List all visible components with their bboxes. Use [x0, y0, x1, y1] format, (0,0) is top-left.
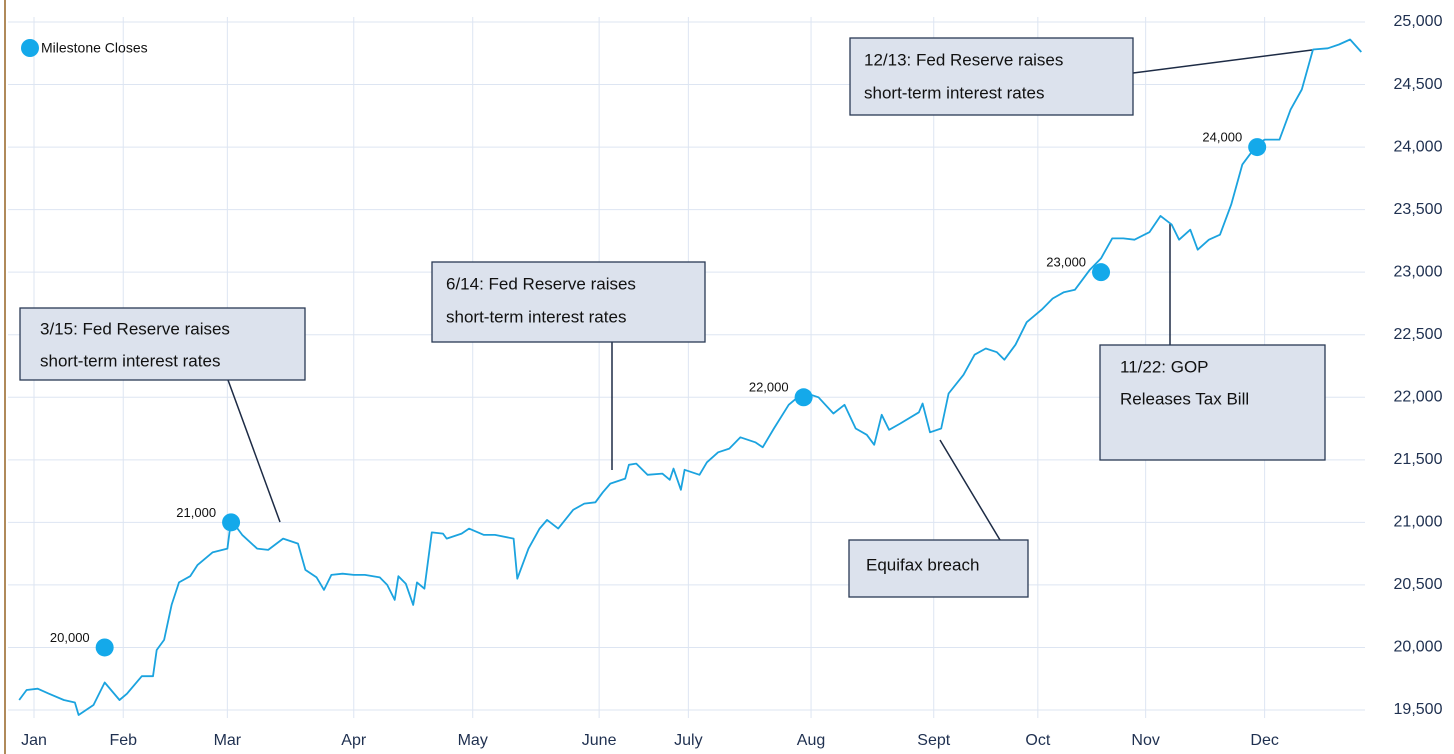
- legend-marker: [21, 39, 39, 57]
- annotation-text: Equifax breach: [866, 555, 979, 574]
- x-tick-label: June: [582, 732, 617, 749]
- milestone-point: [1248, 138, 1267, 157]
- annotation-box: [1099, 344, 1326, 461]
- x-tick-label: Oct: [1025, 732, 1050, 749]
- milestone-label: 22,000: [749, 380, 789, 395]
- annotation-text: short-term interest rates: [864, 83, 1044, 102]
- y-tick-label: 19,500: [1394, 701, 1443, 718]
- plot: 20,000 21,000 22,000 23,000 24,000: [18, 38, 1362, 716]
- annotation-box: [848, 539, 1029, 598]
- milestone-point: [1092, 263, 1111, 282]
- milestone-label: 20,000: [50, 630, 90, 645]
- y-tick-label: 25,000: [1394, 13, 1443, 30]
- annotation-text: 11/22: GOP: [1120, 357, 1209, 376]
- x-tick-label: Nov: [1131, 732, 1159, 749]
- annotation-text: short-term interest rates: [40, 351, 220, 370]
- milestone-point: [222, 513, 241, 532]
- y-tick-label: 21,500: [1394, 451, 1443, 468]
- y-tick-label: 22,000: [1394, 388, 1443, 405]
- x-tick-label: Apr: [341, 732, 367, 749]
- y-tick-label: 23,500: [1394, 201, 1443, 218]
- y-tick-label: 22,500: [1394, 326, 1443, 343]
- annotation-box: [431, 261, 706, 343]
- legend: Milestone Closes: [21, 39, 148, 57]
- x-tick-label: Dec: [1250, 732, 1278, 749]
- annotation-box: [849, 37, 1134, 116]
- milestone-label: 23,000: [1046, 255, 1086, 270]
- y-tick-label: 24,000: [1394, 138, 1443, 155]
- milestone-label: 21,000: [176, 505, 216, 520]
- annotation-text: Releases Tax Bill: [1120, 389, 1249, 408]
- x-tick-label: July: [674, 732, 702, 749]
- annotation-box: [19, 307, 306, 381]
- annotation-text: short-term interest rates: [446, 307, 626, 326]
- y-tick-label: 21,000: [1394, 514, 1443, 531]
- x-tick-label: May: [458, 732, 488, 749]
- y-tick-label: 24,500: [1394, 76, 1443, 93]
- annotation-leaders: [227, 49, 1313, 541]
- milestone-point: [794, 388, 813, 407]
- milestone-label: 24,000: [1202, 130, 1242, 145]
- x-tick-label: Jan: [21, 732, 47, 749]
- x-tick-label: Sept: [917, 732, 950, 749]
- leader-line: [227, 379, 281, 523]
- leader-line: [1132, 49, 1313, 74]
- x-tick-label: Aug: [797, 732, 825, 749]
- annotation-text: 12/13: Fed Reserve raises: [864, 50, 1063, 69]
- y-tick-label: 23,000: [1394, 263, 1443, 280]
- y-tick-label: 20,500: [1394, 576, 1443, 593]
- leader-line: [939, 439, 1001, 541]
- milestone-point: [95, 638, 114, 657]
- annotation-text: 6/14: Fed Reserve raises: [446, 274, 636, 293]
- annotation-text: 3/15: Fed Reserve raises: [40, 319, 230, 338]
- y-tick-label: 20,000: [1394, 639, 1443, 656]
- x-tick-label: Feb: [109, 732, 137, 749]
- legend-label: Milestone Closes: [41, 40, 148, 56]
- x-tick-label: Mar: [214, 732, 242, 749]
- annotations: 3/15: Fed Reserve raises short-term inte…: [19, 37, 1326, 598]
